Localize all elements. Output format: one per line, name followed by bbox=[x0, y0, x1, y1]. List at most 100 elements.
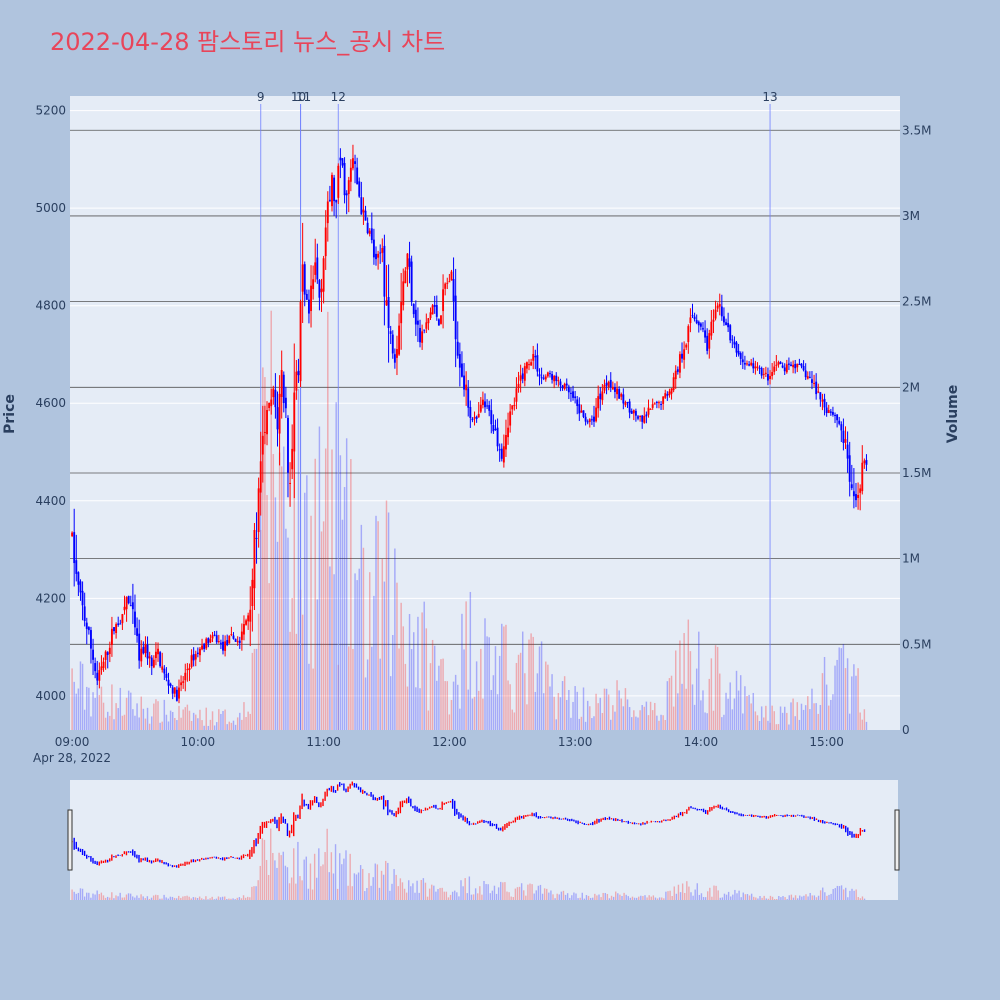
volume-bar bbox=[765, 705, 767, 730]
range-slider-volume-bar bbox=[456, 892, 458, 900]
volume-bar bbox=[781, 712, 784, 730]
candle-body bbox=[735, 342, 738, 353]
range-slider-volume-bar bbox=[579, 897, 581, 900]
range-slider-volume-bar bbox=[201, 898, 203, 900]
volume-bar bbox=[853, 664, 855, 730]
candle-body bbox=[366, 222, 369, 234]
candle-body bbox=[752, 363, 755, 369]
volume-bar bbox=[438, 665, 440, 730]
range-slider-volume-bar bbox=[838, 886, 841, 900]
candle-body bbox=[106, 652, 109, 655]
news-marker-label: 11 bbox=[296, 90, 311, 104]
volume-bar bbox=[742, 713, 744, 730]
volume-bar bbox=[123, 714, 126, 730]
volume-bar bbox=[125, 697, 128, 730]
candle-body bbox=[159, 652, 162, 667]
range-slider-volume-bar bbox=[516, 887, 519, 900]
candle-body bbox=[263, 431, 266, 433]
volume-bar bbox=[809, 709, 811, 730]
volume-bar bbox=[106, 711, 109, 730]
volume-bar bbox=[192, 712, 195, 730]
range-slider-volume-bar bbox=[380, 870, 383, 900]
price-tick-label: 5000 bbox=[35, 201, 66, 215]
range-slider-volume-bar bbox=[307, 888, 310, 900]
volume-bar bbox=[582, 687, 585, 730]
volume-bar bbox=[132, 709, 134, 730]
candle-body bbox=[641, 415, 644, 422]
volume-bar bbox=[146, 707, 149, 730]
range-slider-volume-bar bbox=[265, 859, 268, 900]
candle-body bbox=[842, 430, 845, 444]
volume-bar bbox=[276, 541, 279, 730]
volume-bar bbox=[159, 722, 161, 730]
range-slider-right-handle[interactable] bbox=[894, 809, 900, 871]
range-slider-volume-bar bbox=[826, 895, 828, 900]
volume-bar bbox=[731, 709, 734, 730]
candle-body bbox=[603, 384, 606, 391]
range-slider-volume-bar bbox=[244, 897, 247, 900]
volume-bar bbox=[716, 646, 719, 730]
candle-body bbox=[129, 605, 132, 607]
volume-bar bbox=[88, 687, 90, 730]
candle-body bbox=[748, 364, 751, 366]
candle-body bbox=[653, 403, 656, 405]
range-slider-volume-bar bbox=[125, 894, 128, 900]
candle-body bbox=[473, 417, 476, 419]
range-slider-volume-bar bbox=[700, 893, 703, 900]
range-slider-volume-bar bbox=[719, 897, 721, 900]
range-slider-left-handle[interactable] bbox=[67, 809, 73, 871]
volume-bar bbox=[624, 688, 627, 730]
candle-body bbox=[486, 405, 489, 407]
volume-bar bbox=[725, 692, 727, 730]
candle-body bbox=[639, 416, 642, 418]
range-slider-volume-bar bbox=[431, 884, 433, 900]
volume-bar bbox=[647, 715, 650, 730]
range-slider-volume-bar bbox=[686, 881, 688, 900]
candle-body bbox=[184, 672, 187, 681]
range-slider-volume-bar bbox=[393, 869, 395, 900]
price-axis: 4000 4200 4400 4600 4800 5000 5200 bbox=[35, 104, 66, 703]
range-slider-volume-bar bbox=[813, 895, 816, 900]
range-slider-volume-bar bbox=[167, 898, 169, 900]
time-tick-label: 12:00 bbox=[432, 735, 467, 749]
candle-body bbox=[685, 344, 688, 348]
candle-body bbox=[817, 391, 820, 393]
volume-bar bbox=[704, 712, 706, 730]
range-slider-background[interactable] bbox=[70, 780, 898, 900]
candle-body bbox=[720, 306, 723, 317]
range-slider-volume-bar bbox=[247, 896, 249, 900]
candle-body bbox=[171, 687, 174, 694]
volume-bar bbox=[851, 676, 853, 730]
range-slider-volume-bar bbox=[263, 839, 266, 900]
volume-bar bbox=[408, 614, 411, 730]
candle-body bbox=[467, 388, 470, 408]
candle-body bbox=[169, 683, 172, 687]
volume-bar bbox=[591, 718, 593, 730]
range-slider-volume-bar bbox=[566, 893, 569, 900]
range-slider-volume-bar bbox=[353, 873, 356, 900]
range-slider-volume-bar bbox=[441, 887, 443, 900]
range-slider-volume-bar bbox=[332, 873, 335, 900]
candle-body bbox=[754, 366, 757, 369]
range-slider-volume-bar bbox=[255, 886, 257, 900]
range-slider-volume-bar bbox=[395, 874, 397, 900]
volume-bar bbox=[354, 573, 356, 730]
candle-body bbox=[865, 459, 868, 465]
range-slider-volume-bar bbox=[466, 893, 468, 900]
volume-bar bbox=[253, 648, 256, 730]
candle-body bbox=[704, 330, 707, 338]
range-slider-volume-bar bbox=[602, 892, 604, 900]
candle-body bbox=[307, 299, 310, 314]
candle-body bbox=[368, 230, 371, 234]
volume-bar bbox=[643, 706, 646, 730]
candle-body bbox=[180, 682, 183, 686]
volume-bar bbox=[389, 676, 392, 730]
candle-body bbox=[245, 620, 248, 625]
range-slider-volume-bar bbox=[684, 892, 686, 900]
candle-body bbox=[528, 364, 530, 366]
range-slider-volume-bar bbox=[113, 898, 115, 900]
volume-bar bbox=[226, 724, 228, 730]
volume-bar bbox=[236, 717, 239, 730]
volume-bar bbox=[482, 698, 484, 730]
volume-bar bbox=[446, 681, 449, 730]
